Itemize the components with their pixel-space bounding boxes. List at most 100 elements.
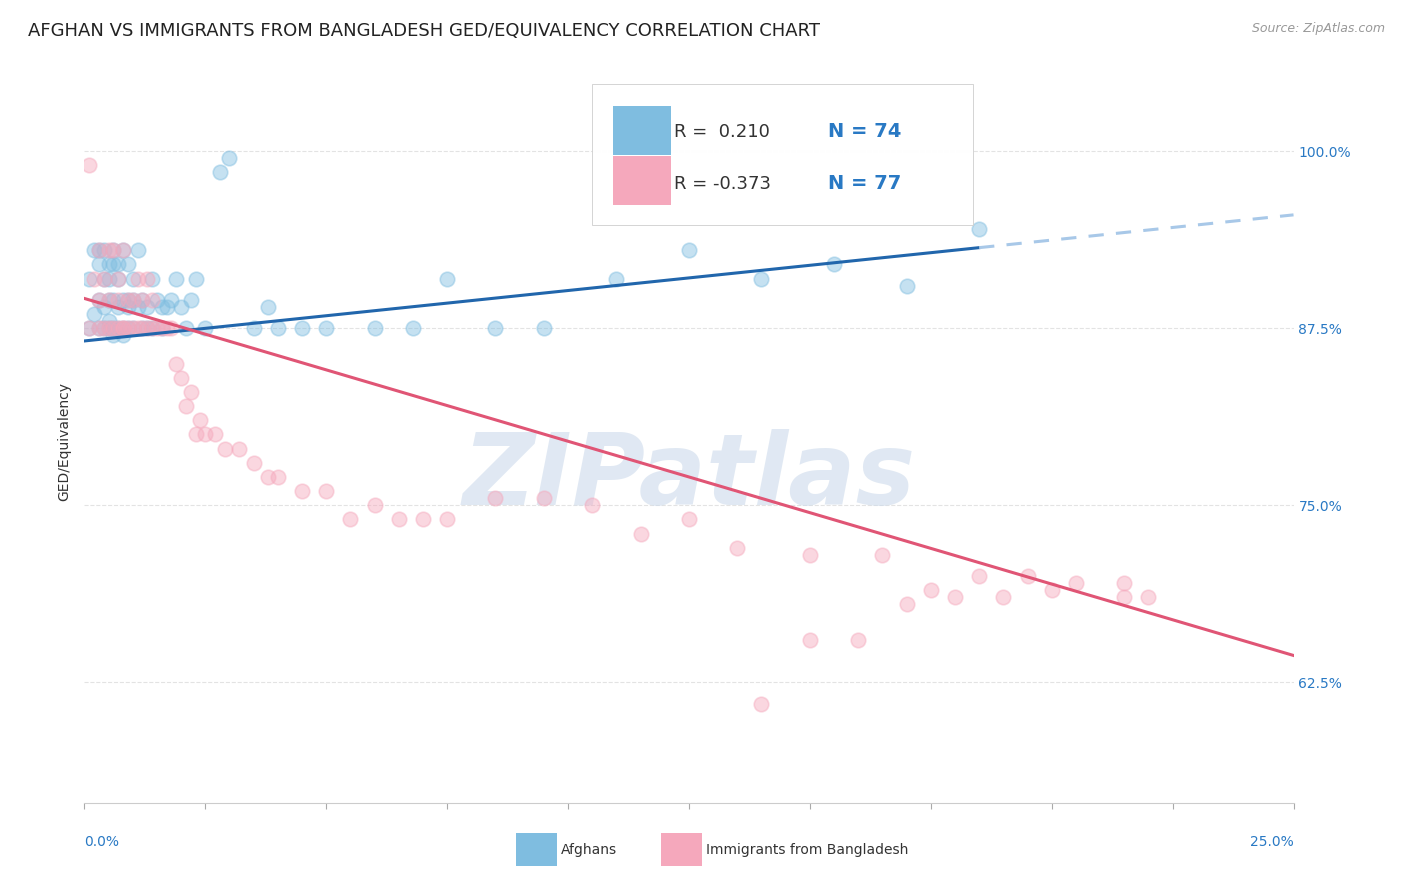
Point <box>291 321 314 335</box>
Point <box>97 271 120 285</box>
Point <box>77 321 100 335</box>
Point <box>605 271 627 285</box>
Point <box>146 321 169 335</box>
Point <box>127 321 149 335</box>
Point <box>402 321 425 335</box>
Point <box>315 321 337 335</box>
Point <box>103 293 125 307</box>
Point <box>896 598 918 612</box>
Point <box>77 321 100 335</box>
Point <box>127 300 149 314</box>
Point <box>97 257 120 271</box>
Point <box>77 158 100 172</box>
Point <box>967 222 990 236</box>
Point <box>93 300 115 314</box>
Point <box>77 271 100 285</box>
Point <box>170 371 193 385</box>
FancyBboxPatch shape <box>592 84 973 225</box>
FancyBboxPatch shape <box>613 105 671 154</box>
Text: Afghans: Afghans <box>561 843 617 856</box>
Point <box>141 271 163 285</box>
Point <box>97 321 120 335</box>
Point <box>121 271 143 285</box>
Point <box>136 321 159 335</box>
Point <box>165 357 187 371</box>
Point <box>257 300 280 314</box>
Point <box>180 384 202 399</box>
Point <box>150 321 173 335</box>
Point <box>291 484 314 499</box>
Point <box>103 257 125 271</box>
Point <box>581 498 603 512</box>
Point <box>194 321 217 335</box>
Point <box>112 321 135 335</box>
Point <box>160 293 183 307</box>
Point <box>363 321 385 335</box>
Point <box>83 271 105 285</box>
FancyBboxPatch shape <box>516 833 557 866</box>
Point <box>184 427 207 442</box>
Point <box>920 583 942 598</box>
Point <box>103 321 125 335</box>
Point <box>117 300 139 314</box>
Point <box>131 321 153 335</box>
Point <box>214 442 236 456</box>
Point <box>87 244 110 258</box>
Point <box>107 271 129 285</box>
Point <box>267 321 290 335</box>
Point <box>751 697 773 711</box>
FancyBboxPatch shape <box>661 833 702 866</box>
Point <box>174 321 197 335</box>
Point <box>97 321 120 335</box>
Point <box>87 257 110 271</box>
Point <box>967 569 990 583</box>
Point <box>208 165 231 179</box>
Y-axis label: GED/Equivalency: GED/Equivalency <box>58 382 72 501</box>
Point <box>117 321 139 335</box>
Point <box>103 244 125 258</box>
Point <box>117 321 139 335</box>
Point <box>141 293 163 307</box>
Point <box>112 293 135 307</box>
Point <box>190 413 212 427</box>
Point <box>872 548 894 562</box>
Point <box>117 293 139 307</box>
Point <box>112 321 135 335</box>
Point <box>150 321 173 335</box>
Point <box>339 512 361 526</box>
Point <box>97 314 120 328</box>
Point <box>184 271 207 285</box>
Point <box>1114 576 1136 591</box>
Point <box>484 491 506 506</box>
Point <box>823 257 845 271</box>
Point <box>112 328 135 343</box>
Point <box>97 293 120 307</box>
Point <box>87 293 110 307</box>
Point <box>388 512 411 526</box>
Point <box>533 321 555 335</box>
Point <box>1040 583 1063 598</box>
Point <box>242 456 264 470</box>
Point <box>141 321 163 335</box>
Point <box>87 293 110 307</box>
Point <box>121 293 143 307</box>
Text: AFGHAN VS IMMIGRANTS FROM BANGLADESH GED/EQUIVALENCY CORRELATION CHART: AFGHAN VS IMMIGRANTS FROM BANGLADESH GED… <box>28 22 820 40</box>
Point <box>267 470 290 484</box>
Text: N = 77: N = 77 <box>828 174 901 193</box>
Point <box>83 307 105 321</box>
Point <box>87 244 110 258</box>
Text: 0.0%: 0.0% <box>84 835 120 849</box>
Text: Immigrants from Bangladesh: Immigrants from Bangladesh <box>706 843 908 856</box>
Point <box>107 321 129 335</box>
Point <box>228 442 250 456</box>
Point <box>93 271 115 285</box>
Text: 25.0%: 25.0% <box>1250 835 1294 849</box>
Text: Source: ZipAtlas.com: Source: ZipAtlas.com <box>1251 22 1385 36</box>
Point <box>136 321 159 335</box>
Point <box>107 257 129 271</box>
Point <box>127 271 149 285</box>
Point <box>678 244 700 258</box>
Point <box>160 321 183 335</box>
Point <box>725 541 748 555</box>
Point <box>993 591 1015 605</box>
